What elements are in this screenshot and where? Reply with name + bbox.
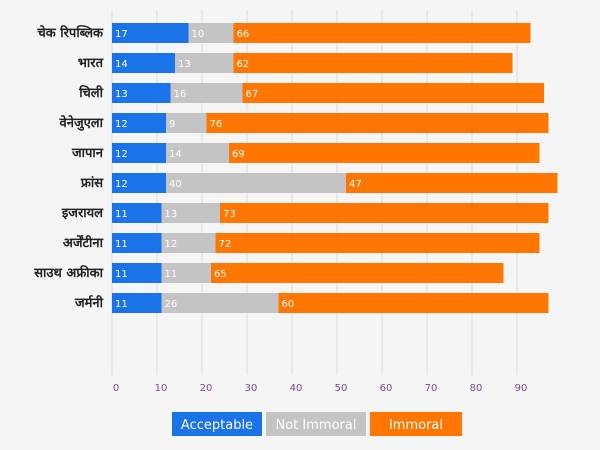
bar-value-label: 47 xyxy=(349,179,362,190)
bar-not-immoral xyxy=(166,113,207,133)
x-tick-label: 80 xyxy=(470,383,483,394)
bar-immoral xyxy=(278,293,549,313)
bar-value-label: 9 xyxy=(169,119,175,130)
legend-swatch xyxy=(370,412,462,436)
bar-value-label: 62 xyxy=(237,59,250,70)
bar-value-label: 60 xyxy=(282,299,295,310)
bar-value-label: 11 xyxy=(115,299,128,310)
bar-not-immoral xyxy=(166,143,229,163)
category-label: जापान xyxy=(71,146,104,161)
bar-acceptable xyxy=(112,53,175,73)
bar-immoral xyxy=(346,173,558,193)
bars: 17 10 66 14 13 62 13 16 67 12 9 76 12 14 69 12 40 47 11 13 7… xyxy=(112,23,558,313)
bar-immoral xyxy=(233,53,513,73)
bar-immoral xyxy=(220,203,549,223)
bar-immoral xyxy=(229,143,540,163)
bar-not-immoral xyxy=(166,173,346,193)
legend-item-not-immoral: Not Immoral xyxy=(266,412,366,436)
bar-value-label: 11 xyxy=(115,269,128,280)
bar-value-label: 72 xyxy=(219,239,232,250)
bar-value-label: 11 xyxy=(115,239,128,250)
bar-not-immoral xyxy=(170,83,243,103)
legend-item-immoral: Immoral xyxy=(370,412,462,436)
bar-value-label: 12 xyxy=(115,149,128,160)
bar-value-label: 12 xyxy=(115,179,128,190)
bar-value-label: 67 xyxy=(246,89,259,100)
category-label: साउथ अफ्रीका xyxy=(33,265,103,281)
legend: Acceptable Not Immoral Immoral xyxy=(172,412,462,436)
bar-value-label: 65 xyxy=(214,269,227,280)
bar-immoral xyxy=(211,263,504,283)
bar-acceptable xyxy=(112,83,171,103)
legend-label: Immoral xyxy=(389,418,443,433)
category-label: चिली xyxy=(78,85,103,101)
bar-value-label: 16 xyxy=(174,89,187,100)
category-label: चेक रिपब्लिक xyxy=(36,25,104,41)
x-tick-label: 20 xyxy=(200,383,213,394)
bar-value-label: 17 xyxy=(115,29,128,40)
x-tick-label: 90 xyxy=(515,383,528,394)
x-tick-label: 70 xyxy=(425,383,438,394)
x-tick-label: 10 xyxy=(155,383,168,394)
category-label: वेनेजुएला xyxy=(59,115,104,131)
bar-not-immoral xyxy=(161,263,211,283)
legend-label: Acceptable xyxy=(181,418,253,433)
bar-value-label: 66 xyxy=(237,29,250,40)
bar-value-label: 69 xyxy=(232,149,245,160)
x-tick-label: 0 xyxy=(113,383,119,394)
bar-immoral xyxy=(233,23,531,43)
bar-acceptable xyxy=(112,143,166,163)
bar-value-label: 11 xyxy=(115,209,128,220)
bar-value-label: 13 xyxy=(178,59,191,70)
bar-not-immoral xyxy=(161,203,220,223)
category-label: इजरायल xyxy=(61,206,104,221)
bar-value-label: 12 xyxy=(115,119,128,130)
bar-immoral xyxy=(206,113,549,133)
legend-label: Not Immoral xyxy=(276,418,357,433)
x-tick-label: 60 xyxy=(380,383,393,394)
bar-acceptable xyxy=(112,233,162,253)
legend-swatch xyxy=(172,412,262,436)
bar-acceptable xyxy=(112,263,162,283)
bar-immoral xyxy=(215,233,540,253)
bar-not-immoral xyxy=(161,293,279,313)
category-label: फ्रांस xyxy=(80,175,104,191)
bar-not-immoral xyxy=(188,23,234,43)
bar-value-label: 76 xyxy=(210,119,223,130)
bar-value-label: 11 xyxy=(165,269,178,280)
bar-value-label: 73 xyxy=(223,209,236,220)
category-labels: चेक रिपब्लिक भारत चिली वेनेजुएला जापान फ्रांस… xyxy=(33,25,104,311)
x-tick-label: 50 xyxy=(335,383,348,394)
legend-swatch xyxy=(266,412,366,436)
bar-acceptable xyxy=(112,23,189,43)
bar-value-label: 40 xyxy=(169,179,182,190)
bar-acceptable xyxy=(112,173,166,193)
bar-acceptable xyxy=(112,203,162,223)
bar-value-label: 12 xyxy=(165,239,178,250)
bar-value-label: 13 xyxy=(115,89,128,100)
bar-not-immoral xyxy=(161,233,216,253)
bar-acceptable xyxy=(112,113,166,133)
bar-acceptable xyxy=(112,293,162,313)
legend-item-acceptable: Acceptable xyxy=(172,412,262,436)
category-label: अर्जेंटीना xyxy=(63,235,104,251)
category-label: भारत xyxy=(78,56,104,71)
x-tick-labels: 0 10 20 30 40 50 60 70 80 90 xyxy=(113,383,528,394)
x-tick-label: 40 xyxy=(290,383,303,394)
x-tick-label: 30 xyxy=(245,383,258,394)
bar-not-immoral xyxy=(175,53,234,73)
bar-value-label: 10 xyxy=(192,29,205,40)
bar-value-label: 26 xyxy=(165,299,178,310)
bar-value-label: 13 xyxy=(165,209,178,220)
bar-immoral xyxy=(242,83,544,103)
category-label: जर्मनी xyxy=(74,295,104,311)
bar-value-label: 14 xyxy=(169,149,182,160)
bar-value-label: 14 xyxy=(115,59,128,70)
